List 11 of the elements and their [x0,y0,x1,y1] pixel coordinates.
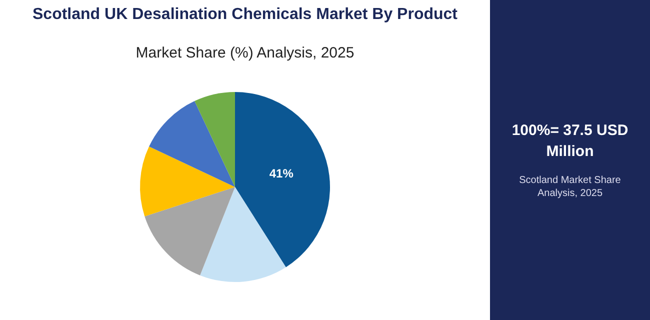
pie-slice [200,187,286,282]
text: Scotland Market Share Analysis, 2025 [518,174,622,200]
chart-subtitle: Market Share (%) Analysis, 2025 [136,44,354,62]
pie-slice [144,187,235,276]
text: 100%= 37.5 USD Million [510,121,630,162]
chart-title: Scotland UK Desalination Chemicals Market By Product [32,6,458,24]
pie-slice [235,92,330,268]
pie-slice [194,92,235,187]
pie-slice [149,101,235,187]
pie-slice [140,146,235,216]
data-label: 41% [269,166,294,180]
